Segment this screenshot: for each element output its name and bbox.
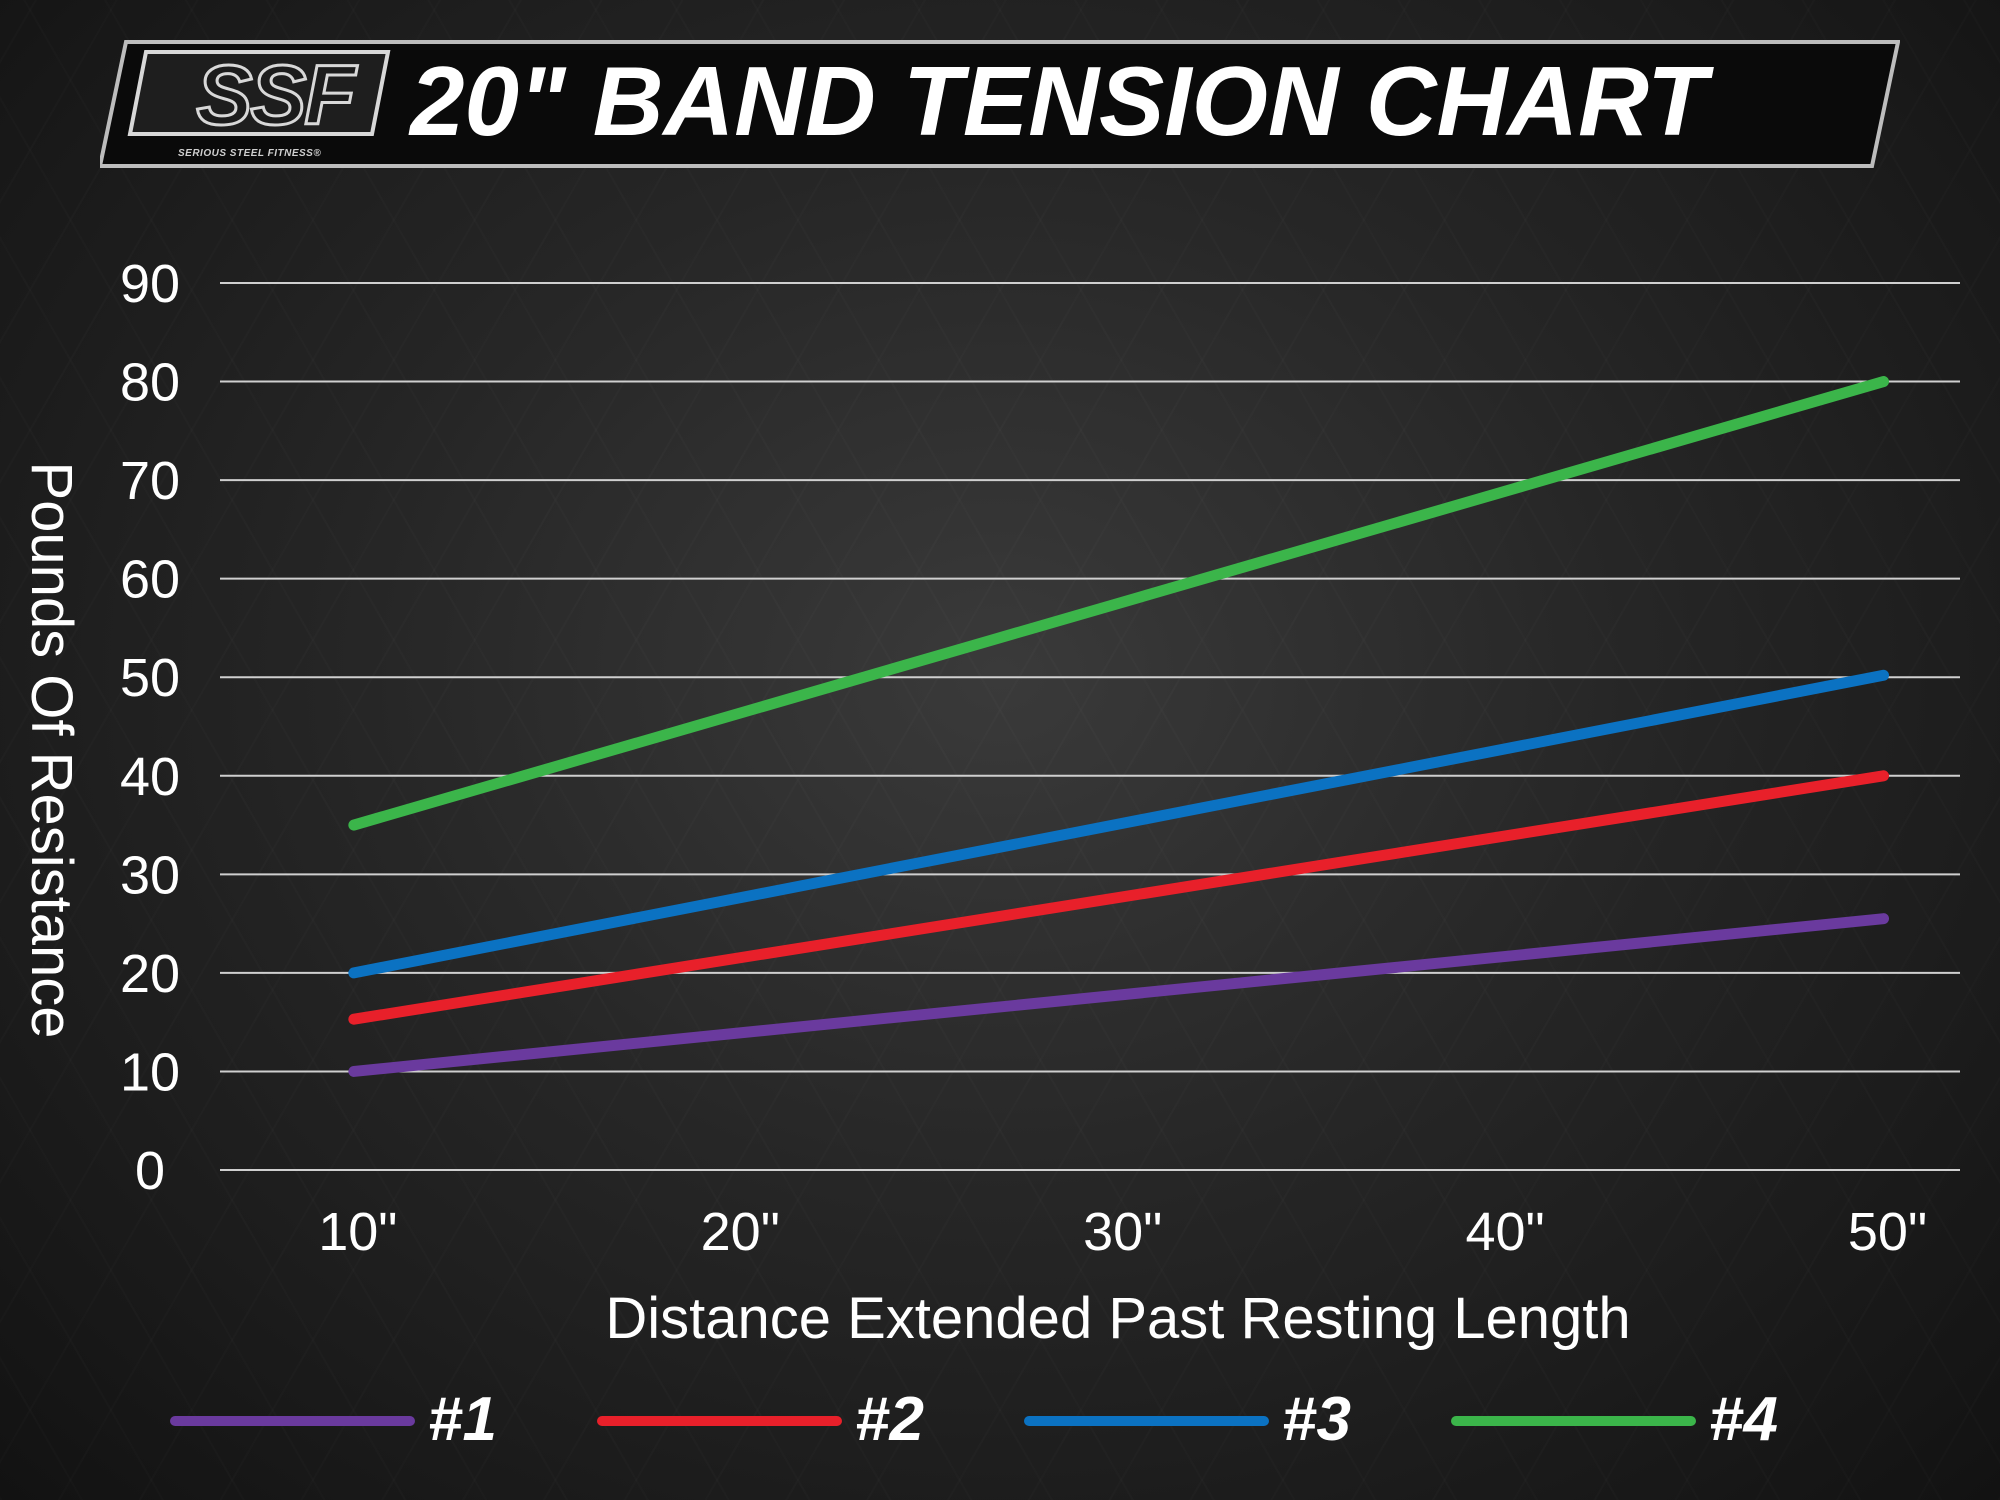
legend-swatch: [1024, 1416, 1269, 1426]
x-tick-label: 40": [1465, 1202, 1544, 1262]
series-line-band-2: [348, 770, 1890, 1025]
x-tick-label: 20": [701, 1202, 780, 1262]
y-axis-title: Pounds Of Resistance: [19, 461, 84, 1038]
legend-swatch: [170, 1416, 415, 1426]
title-banner: SSF SERIOUS STEEL FITNESS® 20" BAND TENS…: [100, 38, 1900, 170]
logo-tagline: SERIOUS STEEL FITNESS®: [178, 148, 322, 159]
y-tick-label: 80: [120, 353, 180, 413]
y-tick-label: 30: [120, 845, 180, 905]
y-tick-label: 70: [120, 451, 180, 511]
x-tick-label: 50": [1848, 1202, 1927, 1262]
legend-swatch: [1451, 1416, 1696, 1426]
y-tick-label: 20: [120, 944, 180, 1004]
chart-title: 20" BAND TENSION CHART: [410, 46, 1708, 156]
ssf-logo: SSF: [195, 48, 357, 142]
y-tick-label: 40: [120, 747, 180, 807]
y-tick-label: 10: [120, 1042, 180, 1102]
series-line-band-3: [348, 669, 1890, 979]
series-line-band-4: [348, 376, 1890, 831]
chart-legend: #1 #2 #3 #4: [170, 1385, 1830, 1455]
legend-label: #3: [1282, 1385, 1351, 1454]
banner-shape: [100, 40, 1900, 168]
y-tick-label: 0: [135, 1141, 165, 1201]
legend-label: #4: [1709, 1385, 1778, 1454]
y-tick-label: 50: [120, 648, 180, 708]
legend-label: #2: [855, 1385, 924, 1454]
legend-swatch: [597, 1416, 842, 1426]
y-tick-label: 60: [120, 550, 180, 610]
legend-label: #1: [428, 1385, 497, 1454]
y-tick-label: 90: [120, 254, 180, 314]
x-axis-title: Distance Extended Past Resting Length: [605, 1286, 1630, 1351]
x-tick-label: 30": [1083, 1202, 1162, 1262]
x-tick-label: 10": [318, 1202, 397, 1262]
series-line-band-1: [348, 913, 1890, 1077]
